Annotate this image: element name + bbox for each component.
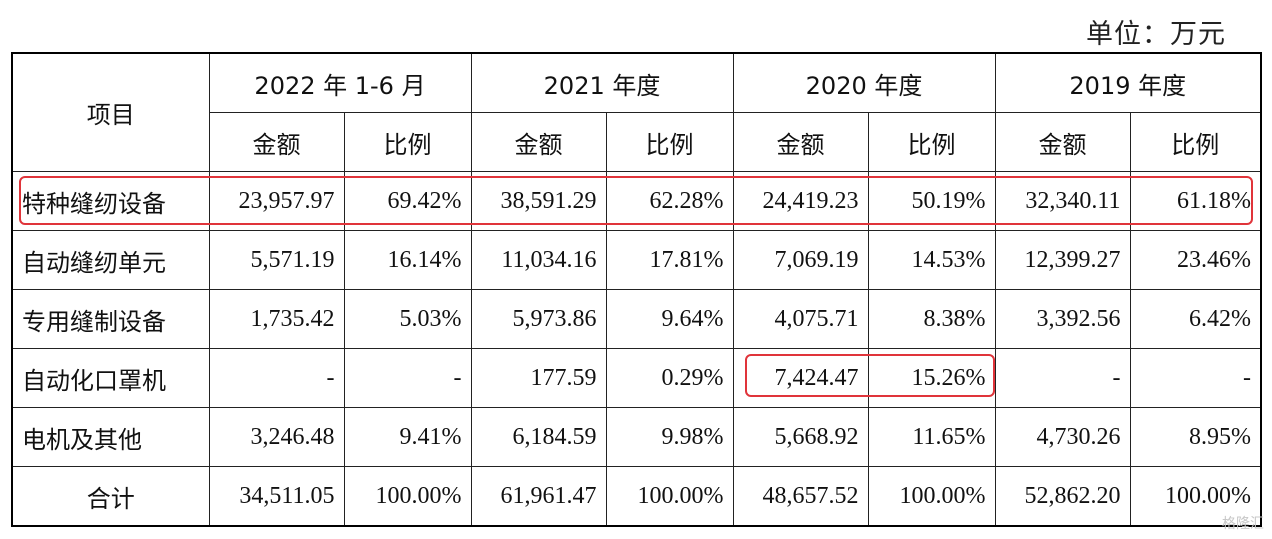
ratio-header: 比例 [1129,112,1262,172]
table-cell: 7,424.47 [732,348,869,408]
row-label: 自动化口罩机 [11,348,210,408]
table-cell: - [994,348,1131,408]
table-cell: 6.42% [1129,289,1262,349]
row-label: 专用缝制设备 [11,289,210,349]
table-cell: 69.42% [343,171,472,231]
header-row-periods: 项目 2022 年 1-6 月 2021 年度 2020 年度 2019 年度 [11,52,1262,172]
unit-label: 单位：万元 [1086,19,1226,50]
table-row: 自动缝纫单元 5,571.19 16.14% 11,034.16 17.81% … [11,230,1262,290]
table-cell: 5,668.92 [732,407,869,467]
table-cell: 15.26% [867,348,996,408]
table-cell: 12,399.27 [994,230,1131,290]
item-header: 项目 [11,52,210,172]
table-cell: 3,246.48 [208,407,345,467]
amount-header: 金额 [732,112,869,172]
table-cell: 32,340.11 [994,171,1131,231]
table-cell: 17.81% [605,230,734,290]
row-label: 特种缝纫设备 [11,171,210,231]
amount-header: 金额 [994,112,1131,172]
period-header-2022h1: 2022 年 1-6 月 [208,52,472,113]
total-cell: 100.00% [605,466,734,527]
table-cell: 0.29% [605,348,734,408]
table-cell: 61.18% [1129,171,1262,231]
table-cell: 11.65% [867,407,996,467]
ratio-header: 比例 [605,112,734,172]
table-cell: 177.59 [470,348,607,408]
table-cell: 23.46% [1129,230,1262,290]
table-cell: 16.14% [343,230,472,290]
table-cell: 9.41% [343,407,472,467]
ratio-header: 比例 [867,112,996,172]
period-header-2019: 2019 年度 [994,52,1262,113]
revenue-table: 项目 2022 年 1-6 月 2021 年度 2020 年度 2019 年度 … [11,52,1263,527]
table-cell: - [343,348,472,408]
table-row: 特种缝纫设备 23,957.97 69.42% 38,591.29 62.28%… [11,171,1262,231]
period-header-2020: 2020 年度 [732,52,996,113]
table-cell: 62.28% [605,171,734,231]
table-cell: 5,973.86 [470,289,607,349]
amount-header: 金额 [208,112,345,172]
table-cell: 5.03% [343,289,472,349]
table-cell: - [208,348,345,408]
table-cell: 38,591.29 [470,171,607,231]
table-cell: 24,419.23 [732,171,869,231]
watermark: 格隆汇 [1222,516,1264,532]
ratio-header: 比例 [343,112,472,172]
table-cell: 4,730.26 [994,407,1131,467]
table-cell: 50.19% [867,171,996,231]
table-cell: 23,957.97 [208,171,345,231]
table-cell: 4,075.71 [732,289,869,349]
table-cell: 7,069.19 [732,230,869,290]
table-row: 自动化口罩机 - - 177.59 0.29% 7,424.47 15.26% … [11,348,1262,408]
table-cell: 9.64% [605,289,734,349]
table-row: 专用缝制设备 1,735.42 5.03% 5,973.86 9.64% 4,0… [11,289,1262,349]
table-cell: 8.38% [867,289,996,349]
total-cell: 100.00% [1129,466,1262,527]
table-cell: 3,392.56 [994,289,1131,349]
total-cell: 100.00% [343,466,472,527]
amount-header: 金额 [470,112,607,172]
table-cell: 11,034.16 [470,230,607,290]
period-header-2021: 2021 年度 [470,52,734,113]
total-cell: 100.00% [867,466,996,527]
table-cell: 14.53% [867,230,996,290]
total-row: 合计 34,511.05 100.00% 61,961.47 100.00% 4… [11,466,1262,527]
table-cell: 9.98% [605,407,734,467]
total-cell: 52,862.20 [994,466,1131,527]
table-row: 电机及其他 3,246.48 9.41% 6,184.59 9.98% 5,66… [11,407,1262,467]
row-label: 电机及其他 [11,407,210,467]
table-cell: 8.95% [1129,407,1262,467]
total-cell: 61,961.47 [470,466,607,527]
table-cell: 1,735.42 [208,289,345,349]
total-cell: 48,657.52 [732,466,869,527]
row-label: 自动缝纫单元 [11,230,210,290]
total-cell: 34,511.05 [208,466,345,527]
table-cell: - [1129,348,1262,408]
table-cell: 6,184.59 [470,407,607,467]
total-label: 合计 [11,466,210,527]
table-cell: 5,571.19 [208,230,345,290]
